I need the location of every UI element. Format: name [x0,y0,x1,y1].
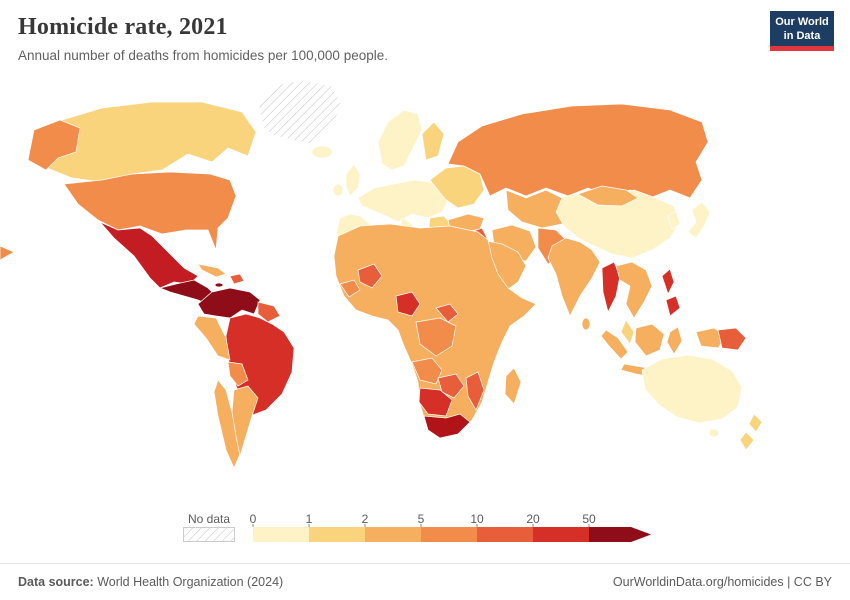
region-sri-lanka[interactable] [581,317,591,331]
region-uk[interactable] [345,163,361,197]
region-south-africa[interactable] [423,413,471,439]
region-japan[interactable] [687,201,711,239]
region-hispaniola[interactable] [229,273,245,285]
legend-bin-5-10[interactable] [421,527,477,542]
region-bolivia[interactable] [227,361,249,387]
region-alaska[interactable] [27,119,81,171]
region-scandinavia[interactable] [377,109,423,171]
data-source-label: Data source: [18,575,94,589]
region-india[interactable] [547,237,601,317]
region-argentina[interactable] [231,385,259,457]
legend-tick-6: 50 [582,512,596,526]
region-finland[interactable] [421,121,445,161]
legend-bin-0-1[interactable] [253,527,309,542]
region-jamaica[interactable] [214,282,224,288]
region-ireland[interactable] [332,183,344,197]
region-mexico[interactable] [99,221,199,289]
legend-tick-3: 5 [418,512,425,526]
data-source: Data source: World Health Organization (… [18,575,283,589]
region-australia[interactable] [641,354,743,424]
owid-logo[interactable]: Our World in Data [770,11,834,51]
region-philippines[interactable] [661,268,675,295]
region-russia[interactable] [447,103,709,199]
page-title: Homicide rate, 2021 [18,14,228,40]
region-iceland[interactable] [311,145,333,159]
data-source-text: World Health Organization (2024) [93,575,284,589]
region-zambia-zimbabwe[interactable] [437,373,465,399]
region-drc[interactable] [415,317,457,357]
legend-tick-1: 1 [306,512,313,526]
region-western-europe[interactable] [357,179,449,223]
region-chile[interactable] [213,379,241,469]
region-nigeria[interactable] [395,291,421,317]
region-central-african-republic[interactable] [435,303,459,323]
region-korea[interactable] [667,210,681,230]
world-map-container [0,78,850,510]
region-new-zealand[interactable] [739,431,755,451]
region-indonesia[interactable] [666,326,683,355]
region-namibia-botswana[interactable] [418,387,453,417]
logo-line1: Our World [775,16,829,28]
region-russia-east-sliver[interactable] [0,245,15,261]
region-myanmar[interactable] [601,261,621,314]
region-tasmania[interactable] [708,428,720,438]
region-colombia-venezuela[interactable] [197,287,261,319]
region-cuba[interactable] [197,263,227,278]
legend-bin-10-20[interactable] [477,527,533,542]
world-map[interactable] [0,78,850,510]
chart-footer: Data source: World Health Organization (… [0,563,850,600]
legend-bin-20-50[interactable] [533,527,589,542]
page-subtitle: Annual number of deaths from homicides p… [18,48,388,63]
region-madagascar[interactable] [504,367,522,405]
region-indonesia[interactable] [600,329,629,360]
region-mongolia[interactable] [577,185,639,207]
legend-no-data-swatch[interactable] [183,527,235,542]
logo-accent-bar [770,46,834,51]
legend-tick-0: 0 [250,512,257,526]
region-mozambique[interactable] [465,371,485,411]
legend-bin-1-2[interactable] [309,527,365,542]
region-angola[interactable] [411,357,443,385]
legend-tick-5: 20 [526,512,540,526]
map-legend: No data 0 1 2 5 10 20 50 [183,512,663,553]
legend-bin-2-5[interactable] [365,527,421,542]
region-malaysia[interactable] [620,319,635,345]
logo-line2: in Data [783,30,821,43]
legend-tick-2: 2 [362,512,369,526]
region-guyanas[interactable] [257,301,281,323]
region-mali[interactable] [357,263,383,289]
legend-no-data-label: No data [188,512,230,526]
region-peru[interactable] [193,315,231,361]
region-philippines[interactable] [665,295,681,317]
region-eastern-europe[interactable] [429,165,485,209]
region-greenland[interactable] [257,79,343,145]
region-thailand-vietnam[interactable] [615,261,653,319]
chart-header: Homicide rate, 2021 Annual number of dea… [0,0,850,63]
legend-tick-4: 10 [470,512,484,526]
legend-bin-50-plus-arrow[interactable] [589,527,651,542]
region-senegal-guinea[interactable] [339,279,361,298]
region-indonesia[interactable] [634,323,665,357]
region-papua-new-guinea[interactable] [717,327,747,351]
region-new-zealand[interactable] [748,413,763,433]
credit-link[interactable]: OurWorldinData.org/homicides | CC BY [612,575,832,589]
